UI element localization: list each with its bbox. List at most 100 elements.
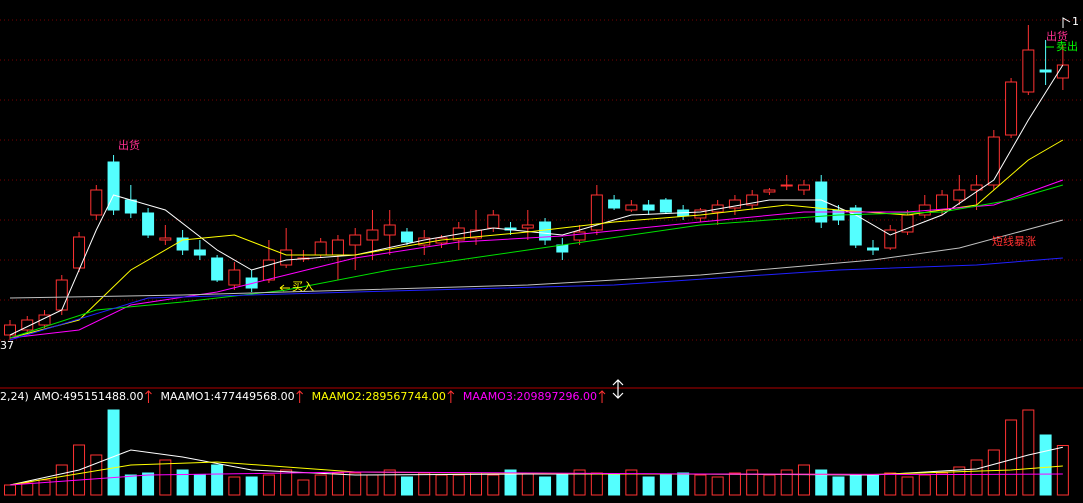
volume-bar (1039, 434, 1052, 496)
up-arrow (145, 390, 152, 403)
volume-bar (1005, 419, 1018, 496)
candle-body (193, 249, 206, 256)
up-arrow (447, 390, 455, 403)
candle-body (280, 249, 293, 266)
candle-body (383, 224, 396, 236)
annotation: 卖出 (1056, 39, 1078, 53)
volume-bar (142, 472, 155, 496)
candle-body (936, 194, 949, 211)
resize-cursor (612, 379, 624, 399)
ma-line (9, 184, 1063, 339)
candle-body (90, 189, 103, 216)
volume-indicator: MAAMO3:209897296.00 (463, 390, 597, 403)
candle-body (746, 194, 759, 206)
volume-bar (1022, 409, 1035, 496)
candle-body (521, 224, 534, 229)
volume-bar (331, 472, 344, 496)
volume-bar (884, 472, 897, 496)
ma-line (9, 257, 1063, 341)
candle-body (849, 207, 862, 246)
volume-bar (349, 472, 362, 496)
volume-bar (590, 472, 603, 496)
candle-body (314, 241, 327, 256)
ma-line (9, 139, 1064, 339)
volume-bar (556, 474, 569, 496)
candle-body (142, 212, 155, 236)
volume-bar (366, 474, 379, 496)
annotation: 1 (1072, 15, 1079, 28)
volume-bar (970, 459, 983, 496)
volume-bar (4, 484, 16, 496)
volume-bar (107, 409, 120, 496)
volume-bar (608, 474, 621, 496)
candle-body (625, 204, 638, 211)
volume-bar (746, 469, 759, 496)
candle-body (21, 319, 34, 331)
candle-body (262, 259, 275, 281)
candle-body (349, 234, 362, 246)
volume-bar (262, 474, 275, 496)
candle-body (1022, 49, 1035, 93)
candle-body (659, 199, 672, 213)
volume-bar (780, 469, 793, 496)
candle-body (763, 189, 776, 193)
volume-bar (452, 474, 465, 496)
candle-body (124, 199, 137, 214)
volume-bar (435, 474, 448, 496)
candle-body (331, 239, 344, 256)
candle-body (953, 189, 966, 201)
volume-ma-line (9, 471, 1063, 486)
volume-bar (1056, 444, 1069, 496)
volume-bar (918, 474, 931, 496)
candle-body (211, 257, 224, 281)
volume-bar (936, 472, 949, 496)
candle-body (590, 194, 603, 231)
volume-bar (642, 476, 655, 496)
volume-bar (124, 474, 137, 496)
candle-body (366, 229, 379, 241)
ma-line (9, 219, 1063, 299)
volume-indicator: AMO:495151488.00 (34, 390, 144, 403)
annotation: 出货 (118, 138, 140, 152)
volume-bar (21, 482, 34, 496)
volume-bar (228, 476, 241, 496)
candle-body (797, 184, 810, 191)
flag (1062, 17, 1071, 28)
volume-bar (159, 459, 172, 496)
volume-params: 2,24) (0, 390, 29, 403)
volume-indicator: MAAMO1:477449568.00 (160, 390, 294, 403)
volume-bar (728, 472, 741, 496)
candle-body (107, 161, 120, 211)
volume-bar (677, 472, 690, 496)
candle-body (728, 199, 741, 209)
volume-bar (418, 472, 431, 496)
candle-body (159, 237, 172, 241)
annotation: 出货 (1046, 29, 1068, 43)
candle-body (55, 279, 68, 311)
volume-bar (797, 464, 810, 496)
annotation: 买入 (292, 280, 314, 293)
volume-bar (90, 454, 103, 496)
volume-bar (470, 472, 483, 496)
volume-bar (504, 469, 517, 496)
candle-body (573, 231, 586, 241)
candle-body (228, 269, 241, 286)
volume-bar (763, 474, 776, 496)
volume-bar (383, 469, 396, 496)
volume-bar (521, 472, 534, 496)
volume-bar (711, 476, 724, 496)
volume-bar (400, 476, 413, 496)
candle-body (867, 247, 879, 251)
candle-body (487, 214, 500, 229)
candle-body (884, 229, 897, 249)
volume-bar (314, 474, 327, 496)
volume-bar (987, 449, 1000, 496)
volume-bar (953, 466, 966, 496)
candle-body (780, 184, 793, 187)
volume-bar (625, 469, 638, 496)
volume-bar (539, 476, 552, 496)
up-arrow (598, 390, 606, 403)
volume-bar (815, 469, 828, 496)
volume-bar (659, 474, 672, 496)
annotation: 37 (0, 339, 14, 352)
